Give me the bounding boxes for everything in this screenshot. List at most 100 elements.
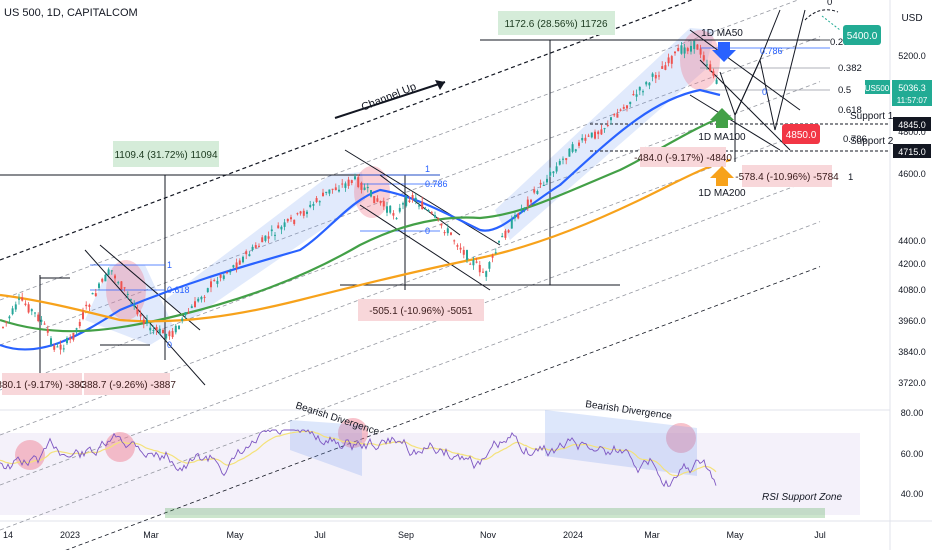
- candle-body: [446, 228, 449, 234]
- drop-proj-2-box: [742, 165, 832, 187]
- fib-right-label: 0.236: [830, 37, 854, 48]
- candle-body: [296, 213, 299, 215]
- candle-body: [587, 135, 590, 137]
- candle-body: [264, 235, 267, 241]
- drop-proj-2-label: -578.4 (-10.96%) -5784: [735, 172, 839, 183]
- candle-body: [238, 260, 241, 265]
- candle-body: [37, 314, 40, 322]
- channel-line: [0, 36, 821, 346]
- rsi-blue-zone: [545, 410, 697, 476]
- time-axis-ticks: 14 2023 Mar May Jul Sep Nov 2024 Mar May Jul: [3, 530, 826, 540]
- wedge-line: [689, 94, 781, 151]
- candle-body: [539, 182, 542, 185]
- drop-aug-oct-label: -505.1 (-10.96%) -5051: [369, 306, 473, 317]
- time-tick-label: 2024: [563, 530, 583, 540]
- candle-body: [110, 270, 113, 272]
- candle-body: [258, 245, 260, 247]
- ma200-line: [0, 158, 731, 323]
- fib-right-label: 0.618: [838, 105, 862, 116]
- fib-mid-label: 0: [425, 226, 430, 236]
- fib-top-label: 0: [762, 87, 767, 97]
- candle-body: [574, 149, 577, 152]
- time-tick-label: Mar: [143, 530, 159, 540]
- support2-price: 4715.0: [898, 147, 926, 157]
- candle-body: [526, 199, 529, 207]
- candle-body: [293, 219, 296, 224]
- candle-body: [661, 66, 664, 69]
- candle-body: [290, 217, 292, 220]
- candle-body: [427, 210, 430, 212]
- candle-body: [482, 271, 484, 273]
- channel-arrow: [334, 81, 446, 119]
- candle-body: [98, 283, 100, 288]
- candle-body: [242, 256, 244, 263]
- rsi-zone-label: RSI Support Zone: [762, 492, 842, 503]
- price-tick-label: 3720.0: [898, 378, 926, 388]
- candle-body: [389, 205, 392, 213]
- support2-badge: [893, 144, 931, 158]
- candle-body: [686, 48, 689, 52]
- candle-body: [94, 293, 97, 297]
- candle-body: [530, 199, 532, 203]
- price-tick-label: 4080.0: [898, 285, 926, 295]
- candle-body: [357, 177, 360, 187]
- candle-body: [50, 338, 52, 345]
- candle-body: [274, 234, 276, 236]
- candle-body: [398, 207, 401, 212]
- candle-body: [187, 312, 190, 314]
- rsi-pink-circle: [105, 432, 135, 462]
- candle-body: [133, 304, 136, 307]
- time-tick-label: Jul: [314, 530, 326, 540]
- candle-body: [670, 56, 673, 64]
- price-panel[interactable]: [0, 0, 890, 410]
- candle-body: [168, 331, 171, 337]
- candle-body: [626, 105, 628, 109]
- drop-early-2023-label: -380.1 (-9.17%) -3801: [0, 380, 91, 391]
- time-tick-label: Jul: [814, 530, 826, 540]
- drop-aug-oct-box: [358, 299, 484, 321]
- candle-body: [504, 230, 507, 238]
- candle-body: [619, 109, 622, 111]
- candle-body: [312, 203, 315, 206]
- candle-body: [523, 207, 526, 209]
- candle-body: [149, 327, 152, 331]
- drop-early-2023-box: [2, 373, 82, 395]
- candle-body: [590, 132, 593, 138]
- candle-body: [552, 171, 555, 174]
- candle-body: [107, 269, 110, 275]
- candle-body: [549, 171, 552, 176]
- candle-body: [414, 197, 417, 201]
- candle-body: [104, 274, 107, 282]
- candle-body: [424, 208, 427, 210]
- ma50-line: [0, 88, 721, 351]
- candle-body: [350, 180, 353, 183]
- candle-body: [562, 158, 564, 160]
- channel-line: [0, 0, 694, 261]
- candle-body: [712, 71, 715, 76]
- candle-body: [594, 131, 596, 139]
- ma100-label: 1D MA100: [698, 132, 746, 143]
- candle-body: [62, 348, 65, 350]
- arrow-down-icon: [712, 42, 736, 62]
- candle-body: [494, 252, 497, 254]
- candle-body: [677, 47, 680, 52]
- candle-body: [338, 189, 340, 192]
- drop-proj-1-box: [640, 147, 726, 167]
- fib-left-label: 1: [167, 260, 172, 270]
- rise-2024-box: [498, 11, 615, 35]
- candle-body: [158, 328, 161, 334]
- price-axis-ticks: 5200.0 4800.0 4600.0 4400.0 4200.0 4080.0 3960…: [898, 51, 926, 388]
- candle-body: [366, 186, 369, 189]
- candle-body: [546, 178, 548, 183]
- candle-body: [462, 249, 465, 255]
- candle-body: [2, 326, 4, 328]
- channel-line: [52, 266, 821, 555]
- candle-body: [347, 179, 350, 186]
- candle-body: [696, 44, 699, 50]
- candle-body: [370, 190, 372, 197]
- candle-body: [254, 245, 257, 248]
- candle-body: [34, 312, 36, 314]
- candle-body: [510, 219, 513, 229]
- fib-right-label: 0.786: [843, 134, 867, 145]
- candle-body: [190, 306, 193, 309]
